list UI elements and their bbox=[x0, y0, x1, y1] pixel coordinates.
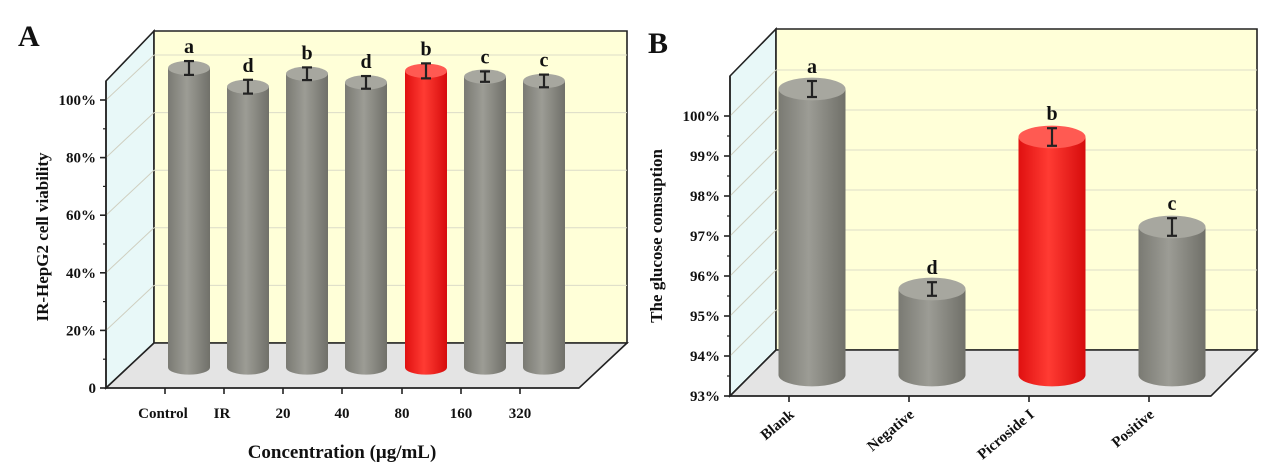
y-tick-label: 93% bbox=[690, 389, 720, 405]
bar-body bbox=[168, 67, 210, 375]
x-axis-label: Concentration (μg/mL) bbox=[248, 442, 437, 463]
x-tick-label: Blank bbox=[758, 406, 798, 443]
panel-label-a: A bbox=[18, 20, 40, 53]
bar-1: d bbox=[898, 257, 966, 387]
x-tick-label: 160 bbox=[450, 406, 473, 422]
bar-2: b bbox=[286, 42, 328, 375]
y-tick-label: 96% bbox=[690, 269, 720, 285]
y-tick-label: 0 bbox=[89, 381, 97, 397]
significance-label: c bbox=[481, 46, 490, 68]
bar-4: b bbox=[405, 38, 447, 375]
gridline-side bbox=[729, 309, 777, 357]
gridline-side bbox=[729, 269, 777, 317]
panel-b: B a d b c 93% 94% 95% 96% 97% 98% 99% 100% Blank Ne… bbox=[647, 27, 1259, 463]
bar-body bbox=[1138, 227, 1206, 387]
gridline-side bbox=[729, 109, 777, 157]
gridline-side bbox=[105, 285, 155, 331]
x-tick-label: 80 bbox=[395, 406, 410, 422]
bar-body bbox=[227, 86, 269, 375]
y-tick-label: 97% bbox=[690, 229, 720, 245]
bar-3: d bbox=[345, 51, 387, 375]
y-tick-label: 95% bbox=[690, 309, 720, 325]
significance-label: c bbox=[540, 50, 549, 72]
y-ticks: 93% 94% 95% 96% 97% 98% 99% 100% bbox=[683, 109, 730, 405]
y-tick-label: 100% bbox=[683, 109, 721, 125]
x-tick-label: Picroside I bbox=[975, 407, 1038, 463]
y-tick-label: 100% bbox=[59, 93, 97, 109]
y-ticks: 0 20% 40% 60% 80% 100% bbox=[59, 93, 106, 397]
x-tick-label: IR bbox=[214, 406, 231, 422]
bar-6: c bbox=[523, 50, 565, 375]
significance-label: d bbox=[360, 51, 371, 73]
bar-body bbox=[345, 82, 387, 375]
bar-body bbox=[898, 289, 966, 387]
bar-body bbox=[464, 76, 506, 375]
gridline-side bbox=[105, 227, 155, 274]
y-tick-label: 80% bbox=[66, 151, 96, 167]
y-axis-label: IR-HepG2 cell viability bbox=[33, 152, 52, 322]
bar-2: b bbox=[1018, 103, 1086, 387]
y-tick-label: 60% bbox=[66, 208, 96, 224]
panel-label-b: B bbox=[648, 27, 668, 60]
bars: a d b c bbox=[778, 56, 1206, 387]
y-tick-label: 20% bbox=[66, 323, 96, 339]
gridline-side bbox=[729, 149, 777, 197]
gridline-side bbox=[105, 169, 155, 216]
bar-body bbox=[286, 73, 328, 375]
x-ticks: Blank Negative Picroside I Positive bbox=[758, 396, 1158, 463]
gridline-side bbox=[105, 54, 155, 101]
gridline-side bbox=[729, 189, 777, 237]
y-tick-label: 99% bbox=[690, 149, 720, 165]
side-wall bbox=[105, 29, 155, 390]
y-tick-label: 98% bbox=[690, 189, 720, 205]
y-tick-label: 94% bbox=[690, 349, 720, 365]
significance-label: d bbox=[926, 257, 937, 279]
significance-label: b bbox=[420, 38, 431, 60]
y-axis-label: The glucose comsuption bbox=[647, 149, 666, 323]
x-tick-label: Negative bbox=[865, 407, 918, 455]
bar-3: c bbox=[1138, 193, 1206, 387]
bar-body bbox=[405, 70, 447, 375]
significance-label: d bbox=[242, 55, 253, 77]
x-tick-label: 320 bbox=[509, 406, 532, 422]
gridline-side bbox=[729, 229, 777, 277]
x-tick-label: 20 bbox=[276, 406, 291, 422]
bar-1: d bbox=[227, 55, 269, 375]
significance-label: b bbox=[1046, 103, 1057, 125]
x-tick-label: 40 bbox=[335, 406, 350, 422]
gridline-side bbox=[105, 112, 155, 158]
bar-body bbox=[1018, 137, 1086, 387]
bar-0: a bbox=[778, 56, 846, 387]
x-tick-label: Control bbox=[138, 406, 188, 422]
bar-0: a bbox=[168, 36, 210, 375]
x-ticks: Control IR 20 40 80 160 320 bbox=[138, 388, 531, 422]
significance-label: a bbox=[184, 36, 194, 58]
bar-body bbox=[523, 80, 565, 375]
bar-body bbox=[778, 89, 846, 387]
significance-label: a bbox=[807, 56, 817, 78]
significance-label: c bbox=[1168, 193, 1177, 215]
y-tick-label: 40% bbox=[66, 266, 96, 282]
bar-5: c bbox=[464, 46, 506, 375]
bars: adb db c c bbox=[168, 36, 565, 375]
panel-a: A a d b d b c c 0 20% 40% 60% 80% 100% Control IR 20 4… bbox=[18, 20, 630, 463]
gridline-side bbox=[729, 69, 777, 117]
significance-label: b bbox=[301, 42, 312, 64]
x-tick-label: Positive bbox=[1109, 407, 1158, 452]
